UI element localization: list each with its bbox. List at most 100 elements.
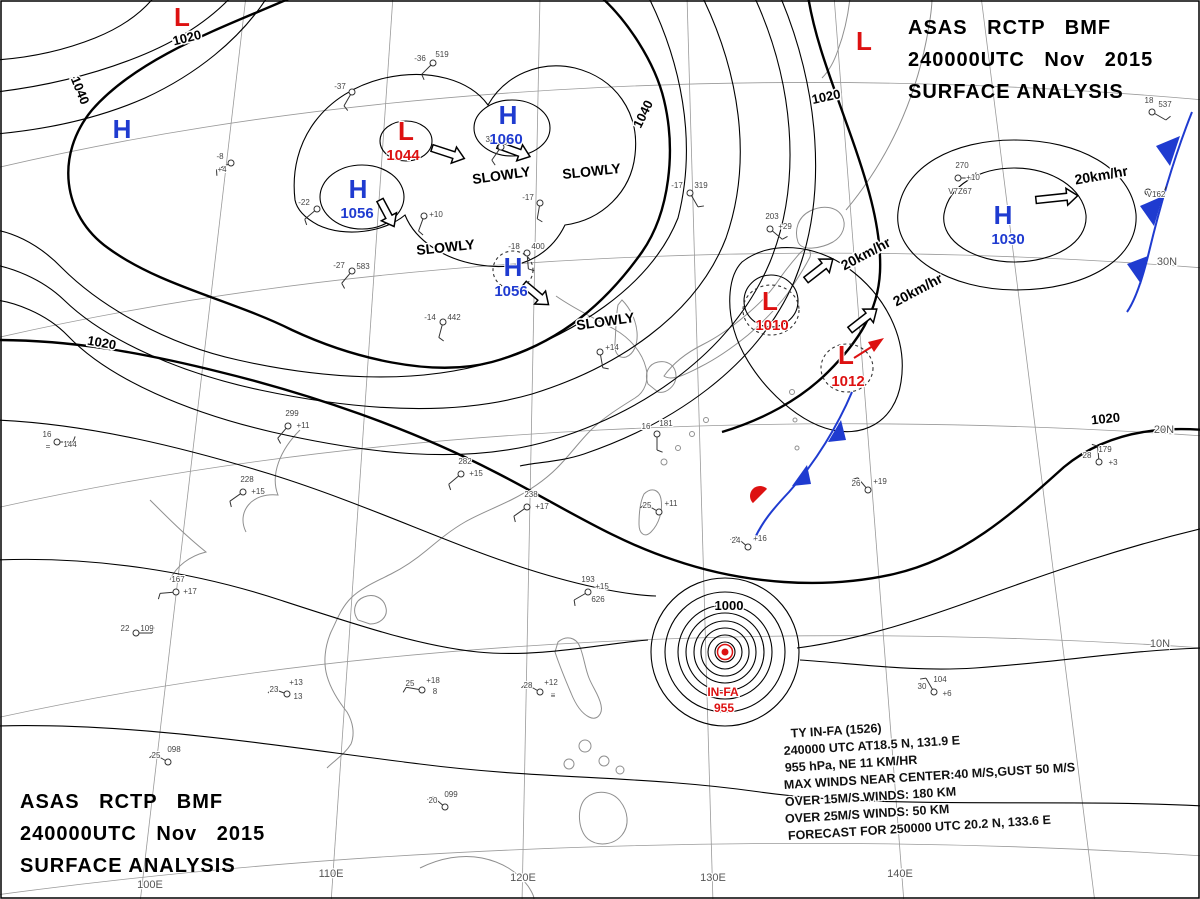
wind-barb-tick-icon	[573, 599, 576, 607]
longitude-line	[330, 0, 394, 899]
movement-arrow-icon	[1034, 186, 1079, 207]
wind-barb-tick-icon	[491, 159, 496, 166]
station-value: 16	[43, 430, 52, 439]
typhoon-isobar-ring	[693, 620, 757, 684]
station-value: 400	[531, 242, 545, 251]
dashed-center-ring	[742, 284, 800, 336]
station-circle-icon	[864, 486, 872, 494]
station-value: +10	[966, 173, 980, 182]
station-plot: -27 583	[332, 260, 371, 289]
station-value: +15	[251, 487, 265, 496]
station-circle-icon	[954, 174, 962, 182]
latitude-label: 20N	[1154, 424, 1174, 436]
station-plot: 25 +18 8	[402, 675, 441, 697]
coastline-island	[615, 765, 625, 775]
cold-front-triangle	[1127, 256, 1148, 284]
latitude-line	[0, 82, 1200, 168]
station-circle-icon	[1095, 458, 1103, 466]
latitude-line	[0, 635, 1200, 718]
isobar-1020	[0, 338, 1200, 585]
wind-barb-icon	[1154, 113, 1167, 121]
typhoon-isobar-ring	[707, 634, 743, 670]
coastline-borneo	[419, 855, 535, 899]
coastline-island	[660, 458, 668, 466]
wind-barb-tick-icon	[421, 74, 425, 81]
station-circle-icon	[536, 688, 544, 696]
station-value: V162	[1147, 190, 1166, 199]
station-circle-icon	[584, 588, 592, 596]
station-value: +3	[1108, 458, 1118, 467]
station-plot: 270 +10 V7Z67	[947, 160, 981, 197]
station-value: +18	[426, 676, 440, 685]
station-value: 13	[294, 692, 303, 701]
station-plot: 28 +12 ≡	[521, 677, 559, 701]
wind-barb-tick-icon	[229, 501, 232, 508]
coastline-island	[703, 417, 709, 423]
station-value: +19	[873, 477, 887, 486]
movement-arrow-icon	[375, 197, 398, 228]
wind-barb-tick-icon	[151, 627, 155, 634]
cold-front-triangle	[1156, 136, 1180, 166]
station-plot: -17 319	[670, 180, 709, 208]
station-circle-icon	[132, 629, 140, 637]
wind-barb-tick-icon	[149, 753, 155, 759]
wind-barb-tick-icon	[304, 219, 308, 226]
station-plot: 16 = 144	[42, 429, 79, 452]
station-value: 25	[152, 751, 161, 760]
wind-barb-icon	[857, 477, 867, 489]
station-circle-icon	[283, 690, 291, 698]
station-plot: -36 519	[413, 49, 450, 81]
wind-barb-icon	[525, 683, 538, 691]
station-value: =	[46, 442, 51, 451]
latitude-line	[0, 423, 1200, 508]
grid-labels: 100E 110E 120E 130E 140E 30N 20N 10N	[136, 255, 1178, 893]
wind-barb-tick-icon	[72, 436, 76, 443]
station-value: 23	[270, 685, 279, 694]
longitude-label: 130E	[700, 872, 726, 884]
typhoon-isobar-ring	[685, 612, 765, 692]
station-plot: 28 179 +3	[1082, 443, 1119, 468]
isobar-thin	[519, 0, 817, 467]
station-value: -37	[334, 82, 346, 91]
station-value: 181	[659, 419, 673, 428]
station-value: -27	[333, 261, 345, 270]
isobar-value-label: 1020	[86, 333, 117, 353]
isobar-1040	[67, 0, 672, 369]
station-circle-icon	[284, 422, 292, 430]
isobar-value-label: 1040	[68, 74, 93, 106]
isobar-thin	[0, 0, 791, 456]
wind-barb-tick-icon	[656, 449, 663, 453]
coastline-taiwan	[638, 489, 662, 536]
station-value: 583	[356, 262, 370, 271]
pressure-value: 1044	[386, 147, 420, 164]
wind-barb-icon	[277, 427, 287, 439]
station-value: 282	[458, 457, 472, 466]
wind-barb-tick-icon	[1165, 115, 1171, 121]
latitude-label: 30N	[1157, 256, 1177, 268]
movement-speed-label: 20km/hr	[1073, 162, 1129, 187]
typhoon-name: IN-FA	[707, 685, 739, 699]
pressure-symbol: H	[113, 114, 132, 144]
wind-barb-icon	[343, 94, 351, 107]
wind-barb-icon	[271, 688, 285, 694]
typhoon-isobar-ring	[714, 641, 736, 663]
movement-speed-label: SLOWLY	[471, 163, 532, 187]
cold-front-triangle	[792, 465, 811, 486]
station-value: +16	[753, 534, 767, 543]
station-plot: 16 181	[641, 418, 674, 453]
wind-barb-icon	[153, 753, 166, 761]
station-value: +4	[217, 165, 227, 174]
wind-barb-icon	[438, 324, 443, 338]
station-circle-icon	[766, 225, 774, 233]
chart-datetime: 240000UTC Nov 2015	[20, 823, 265, 845]
station-value: 167	[171, 575, 185, 584]
station-circle-icon	[655, 508, 663, 516]
low-movement-red-arrowhead	[868, 338, 884, 352]
station-value: -18	[508, 242, 520, 251]
station-value: 270	[955, 161, 969, 170]
